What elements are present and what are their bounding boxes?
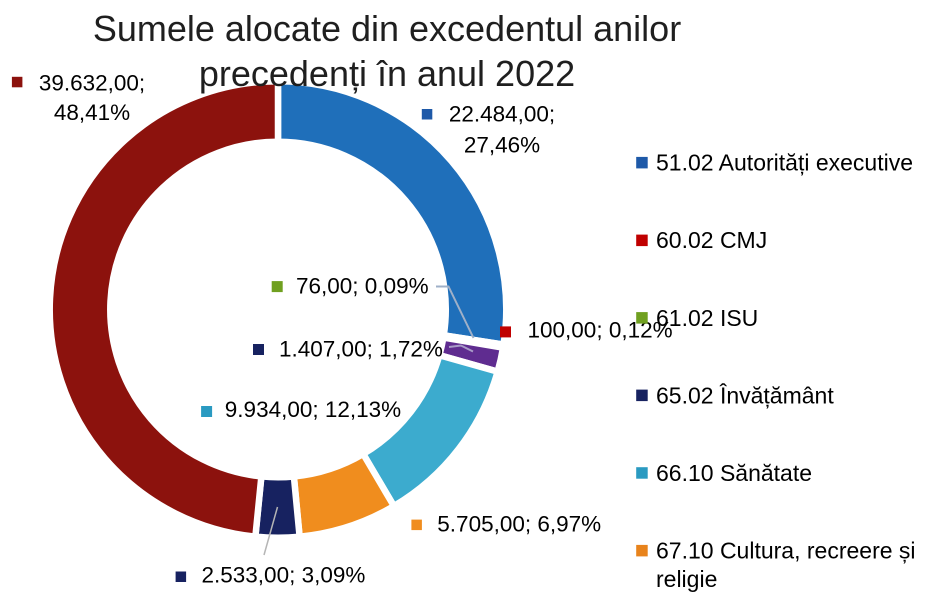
svg-text:48,41%: 48,41% [54, 100, 130, 125]
svg-text:5.705,00; 6,97%: 5.705,00; 6,97% [437, 512, 601, 537]
svg-text:religie: religie [656, 566, 717, 592]
svg-text:1.407,00; 1,72%: 1.407,00; 1,72% [279, 336, 443, 361]
svg-text:76,00; 0,09%: 76,00; 0,09% [296, 274, 429, 299]
svg-text:2.533,00; 3,09%: 2.533,00; 3,09% [202, 563, 366, 588]
svg-text:9.934,00; 12,13%: 9.934,00; 12,13% [225, 397, 401, 422]
svg-text:65.02 Învățământ: 65.02 Învățământ [656, 382, 834, 408]
svg-text:27,46%: 27,46% [464, 133, 540, 158]
svg-text:60.02 CMJ: 60.02 CMJ [656, 227, 767, 253]
svg-text:67.10 Cultura, recreere și: 67.10 Cultura, recreere și [656, 538, 916, 564]
svg-text:61.02 ISU: 61.02 ISU [656, 305, 758, 331]
svg-text:39.632,00;: 39.632,00; [39, 70, 145, 95]
svg-text:66.10 Sănătate: 66.10 Sănătate [656, 460, 812, 486]
svg-text:100,00; 0,12%: 100,00; 0,12% [528, 318, 673, 343]
svg-text:22.484,00;: 22.484,00; [449, 102, 555, 127]
svg-text:51.02 Autorități executive: 51.02 Autorități executive [656, 150, 913, 176]
